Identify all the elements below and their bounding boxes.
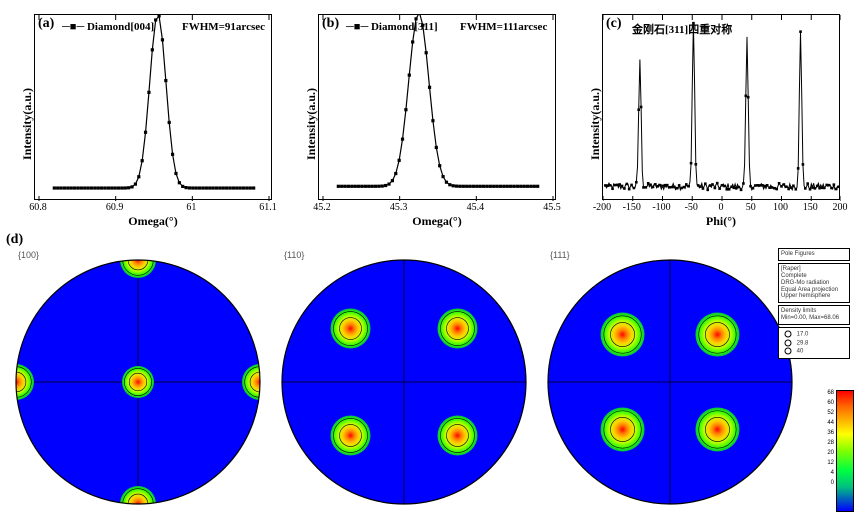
panel-b-legend-text: ─■─ Diamond[311]	[346, 21, 438, 33]
legend-box: Pole Figures [Raper]CompleteDRG-Mo radia…	[778, 248, 850, 361]
panel-a-legend-text: ─■─ Diamond[004]	[62, 21, 154, 33]
xtick: 60.9	[103, 202, 127, 213]
xtick: -50	[679, 202, 703, 213]
panel-c-xlabel: Phi(°)	[602, 214, 840, 229]
panel-b	[318, 14, 556, 200]
xtick: 200	[828, 202, 852, 213]
panel-b-ylabel: Intensity(a.u.)	[304, 88, 319, 160]
panel-b-plot	[319, 15, 557, 201]
panel-c-ylabel: Intensity(a.u.)	[588, 88, 603, 160]
xtick: 45.4	[463, 202, 487, 213]
panel-a-fwhm: FWHM=91arcsec	[182, 21, 265, 33]
colorbar-tick: 28	[827, 438, 834, 448]
svg-text:{111}: {111}	[550, 250, 570, 260]
figure-root: (a) ─■─ Diamond[004] FWHM=91arcsec Inten…	[0, 0, 856, 526]
colorbar-tick: 44	[827, 418, 834, 428]
legend-block-1: [Raper]CompleteDRG-Mo radiationEqual Are…	[778, 263, 850, 303]
colorbar-tick: 4	[827, 468, 834, 478]
xtick: 45.3	[387, 202, 411, 213]
panel-a-ylabel: Intensity(a.u.)	[20, 88, 35, 160]
svg-text:{110}: {110}	[284, 250, 304, 260]
panel-a-xlabel: Omega(°)	[34, 214, 272, 229]
xtick: 100	[769, 202, 793, 213]
panel-c-annot: 金刚石[311]四重对称	[632, 21, 732, 37]
pole-figures-svg: {100} {110} {111}	[0, 232, 856, 528]
panel-b-label: (b)	[322, 16, 339, 32]
panel-b-legend-text-value: Diamond[311]	[371, 21, 438, 33]
colorbar-tick: 20	[827, 448, 834, 458]
xtick: -100	[650, 202, 674, 213]
panel-a-label: (a)	[38, 16, 54, 32]
colorbar-tick: 0	[827, 478, 834, 488]
panel-b-fwhm: FWHM=111arcsec	[460, 21, 547, 33]
xtick: -150	[620, 202, 644, 213]
colorbar-tick: 36	[827, 428, 834, 438]
xtick: 50	[739, 202, 763, 213]
legend-block-3: 17.0 29.8 40	[778, 327, 850, 358]
colorbar-tick: 68	[827, 388, 834, 398]
panel-c-plot	[603, 15, 841, 201]
colorbar-tick: 60	[827, 398, 834, 408]
xtick: -200	[590, 202, 614, 213]
colorbar	[836, 390, 854, 512]
colorbar-tick: 52	[827, 408, 834, 418]
xtick: 61	[179, 202, 203, 213]
legend-block-2: Density limitsMin=0.00, Max=68.06	[778, 305, 850, 325]
xtick: 45.2	[310, 202, 334, 213]
panel-c-label: (c)	[606, 16, 622, 32]
xtick: 0	[709, 202, 733, 213]
colorbar-ticks: 686052443628201240	[827, 388, 834, 488]
xtick: 61.1	[256, 202, 280, 213]
legend-title: Pole Figures	[778, 248, 850, 261]
panel-a-plot	[35, 15, 273, 201]
xtick: 150	[798, 202, 822, 213]
xtick: 60.8	[26, 202, 50, 213]
panel-b-xlabel: Omega(°)	[318, 214, 556, 229]
panel-a-legend-text-value: Diamond[004]	[87, 21, 154, 33]
xtick: 45.5	[540, 202, 564, 213]
panel-a	[34, 14, 272, 200]
colorbar-tick: 12	[827, 458, 834, 468]
panel-c	[602, 14, 840, 200]
panel-d-label: (d)	[6, 232, 23, 248]
svg-text:{100}: {100}	[18, 250, 39, 260]
